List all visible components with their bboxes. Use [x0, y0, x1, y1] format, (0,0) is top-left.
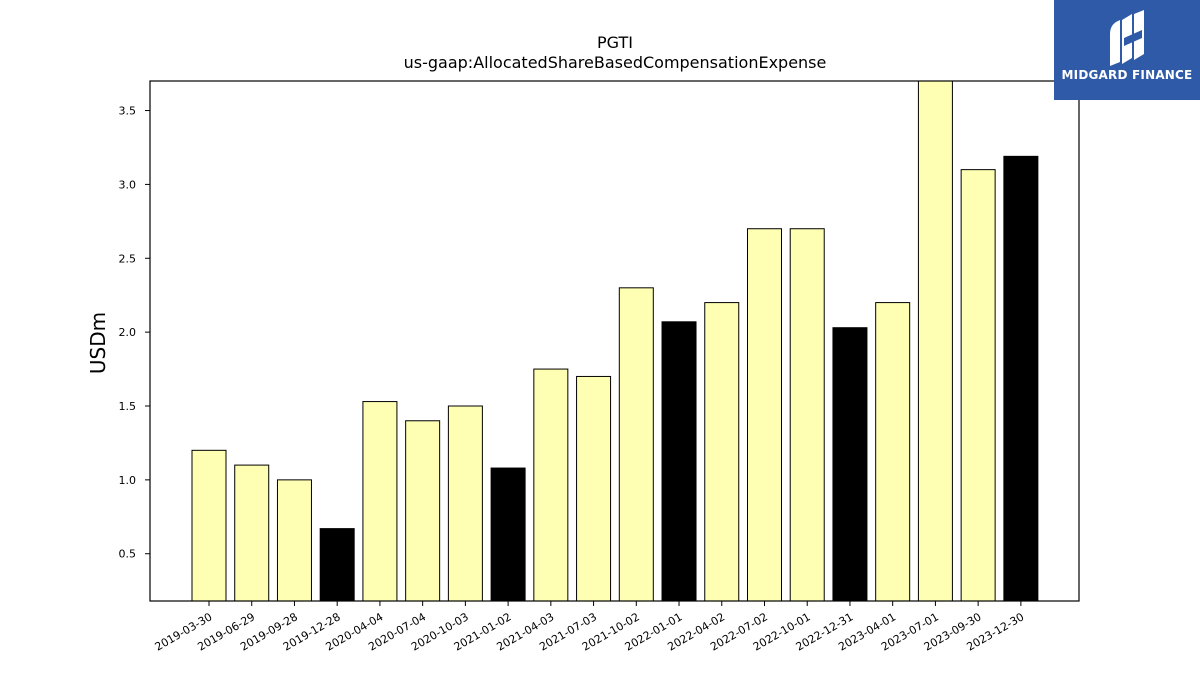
bar-2023-09-30: [960, 169, 996, 602]
y-tick-label: 3.0: [119, 178, 137, 191]
y-tick-label: 2.5: [119, 252, 137, 265]
y-tick-label: 3.5: [119, 105, 137, 118]
chart-title: PGTI: [597, 33, 633, 52]
bar-2023-04-01: [875, 302, 911, 602]
bar-2021-01-02: [490, 467, 526, 602]
midgard-monogram-icon: [1110, 10, 1144, 66]
bar-2020-04-04: [362, 401, 398, 602]
logo-text: MIDGARD FINANCE: [1061, 68, 1193, 82]
y-tick-label: 1.0: [119, 474, 137, 487]
bar-2023-12-30: [1003, 155, 1039, 602]
bar-2020-07-04: [405, 420, 441, 602]
plot-frame: [149, 80, 1080, 602]
bar-2023-07-01: [917, 80, 953, 602]
bar-2021-07-03: [576, 375, 612, 602]
bar-2021-04-03: [533, 368, 569, 602]
bars-group: [191, 80, 1039, 602]
bar-2019-09-28: [276, 479, 312, 602]
chart-subtitle: us-gaap:AllocatedShareBasedCompensationE…: [404, 53, 827, 72]
y-tick-label: 0.5: [119, 548, 137, 561]
bar-2022-07-02: [746, 228, 782, 602]
midgard-finance-logo: MIDGARD FINANCE: [1054, 0, 1200, 100]
bar-2022-04-02: [704, 302, 740, 602]
bar-2020-10-03: [447, 405, 483, 602]
x-axis-ticks: 2019-03-302019-06-292019-09-282019-12-28…: [153, 601, 1026, 654]
y-tick-label: 2.0: [119, 326, 137, 339]
bar-2019-06-29: [234, 464, 270, 602]
bar-2022-10-01: [789, 228, 825, 602]
bar-2022-12-31: [832, 327, 868, 602]
bar-2019-03-30: [191, 449, 227, 602]
bar-2021-10-02: [618, 287, 654, 602]
y-axis-label: USDm: [86, 312, 110, 374]
bar-2022-01-01: [661, 321, 697, 602]
y-tick-label: 1.5: [119, 400, 137, 413]
y-axis-ticks: 0.5 1.0 1.5 2.0 2.5 3.0 3.5: [119, 105, 150, 561]
bar-2019-12-28: [319, 528, 355, 602]
